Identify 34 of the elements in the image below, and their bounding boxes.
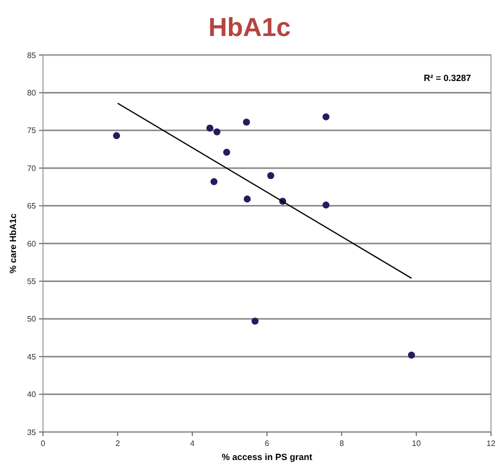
y-tick-label: 35 [27,428,37,437]
point [213,128,220,136]
point [322,202,330,209]
point [210,178,218,186]
y-tick-label: 60 [27,239,37,248]
x-tick-label: 12 [486,439,496,448]
point [267,172,274,180]
x-tick-label: 10 [412,439,422,448]
point [244,196,251,203]
x-tick-label: 2 [115,439,120,448]
annotation: R² = 0.3287 [424,73,471,83]
x-tick-label: 0 [40,439,46,448]
point [206,124,214,132]
y-tick-label: 55 [27,277,37,286]
x-tick-label: 8 [339,439,344,448]
y-tick-label: 85 [27,50,37,60]
y-tick-label: 75 [27,126,37,136]
y-axis-title: % care HbA1c [8,213,18,274]
y-tick-label: 80 [27,88,37,98]
point [322,113,330,120]
point [408,352,415,359]
point [242,118,250,126]
y-tick-label: 50 [27,314,37,324]
y-tick-label: 65 [27,202,37,211]
y-tick-label: 40 [27,390,37,400]
x-tick-label: 6 [264,439,270,448]
x-axis-title: % access in PS grant [222,452,312,462]
point [113,132,120,140]
y-tick-label: 45 [27,352,37,362]
point [252,318,259,325]
point [223,148,230,156]
y-tick-label: 70 [27,164,37,173]
chart-title: HbA1c [208,12,291,42]
x-tick-label: 4 [190,439,196,448]
